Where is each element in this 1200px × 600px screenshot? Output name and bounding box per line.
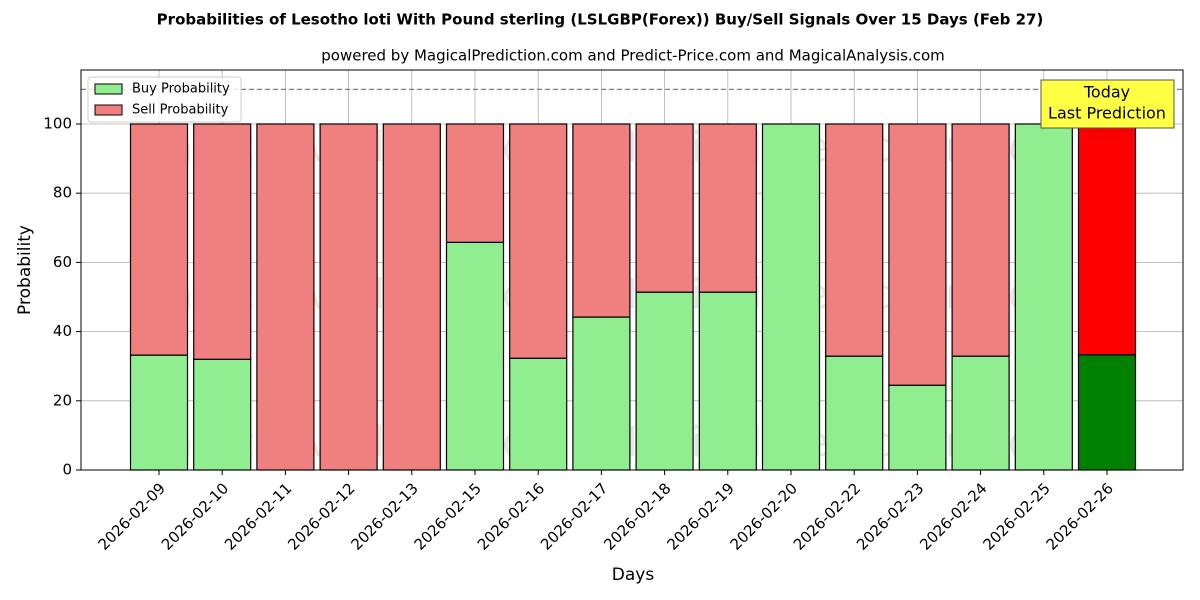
x-tick-label: 2026-02-23 [853,479,927,553]
x-tick-label: 2026-02-17 [537,479,611,553]
bar-segment [445,123,505,243]
legend-label: Sell Probability [132,103,229,118]
x-tick-label: 2026-02-20 [727,479,801,553]
y-tick-label: 20 [53,391,72,409]
chart-subtitle: powered by MagicalPrediction.com and Pre… [321,47,945,65]
y-tick-label: 60 [53,253,72,271]
x-axis-label: Days [612,565,655,585]
x-tick-label: 2026-02-16 [474,479,548,553]
annotation-text: Today [1083,83,1130,102]
x-tick-label: 2026-02-19 [663,479,737,553]
legend-swatch [94,83,123,95]
bar-segment [256,123,315,471]
x-tick-label: 2026-02-26 [1043,479,1117,553]
bar-segment [1077,123,1137,356]
plot-frame [80,69,1184,471]
x-tick-label: 2026-02-11 [221,479,295,553]
y-tick-label: 80 [53,184,72,202]
bar-segment [572,123,631,318]
annotation-box [1040,79,1175,129]
x-tick-label: 2026-02-09 [95,479,169,553]
bar-segment [951,355,1010,471]
bar-segment [193,358,252,471]
y-tick-label: 100 [43,114,72,132]
bar-segment [888,384,947,471]
bar-segment [572,316,631,471]
y-tick-label: 0 [62,461,72,479]
bar-segment [888,123,947,386]
bar-segment [382,123,441,471]
bar-segment [445,241,505,471]
bar-segment [1077,354,1137,471]
x-tick-label: 2026-02-24 [916,479,990,553]
bar-segment [129,354,189,471]
x-tick-label: 2026-02-22 [790,479,864,553]
bar-segment [698,291,757,471]
y-tick-label: 40 [53,322,72,340]
legend-swatch [94,104,123,116]
bar-segment [509,357,568,471]
bar-segment [635,291,694,471]
y-axis-label: Probability [15,225,35,315]
x-tick-label: 2026-02-25 [979,479,1053,553]
bar-segment [951,123,1010,357]
x-tick-label: 2026-02-13 [347,479,421,553]
bar-segment [635,123,694,293]
bar-segment [825,123,884,357]
bar-segment [509,123,568,359]
x-tick-label: 2026-02-10 [158,479,232,553]
legend-label: Buy Probability [132,82,230,97]
bar-segment [825,355,884,471]
bar-segment [319,123,378,471]
legend-box [87,76,242,123]
x-tick-label: 2026-02-15 [411,479,485,553]
bar-segment [761,123,821,471]
bar-segment [698,123,757,293]
bar-segment [129,123,189,356]
bar-segment [193,123,252,360]
annotation-text: Last Prediction [1048,104,1166,123]
bar-segment [1014,123,1073,471]
chart-title: Probabilities of Lesotho loti With Pound… [157,11,1044,29]
x-tick-label: 2026-02-18 [600,479,674,553]
x-tick-label: 2026-02-12 [284,479,358,553]
